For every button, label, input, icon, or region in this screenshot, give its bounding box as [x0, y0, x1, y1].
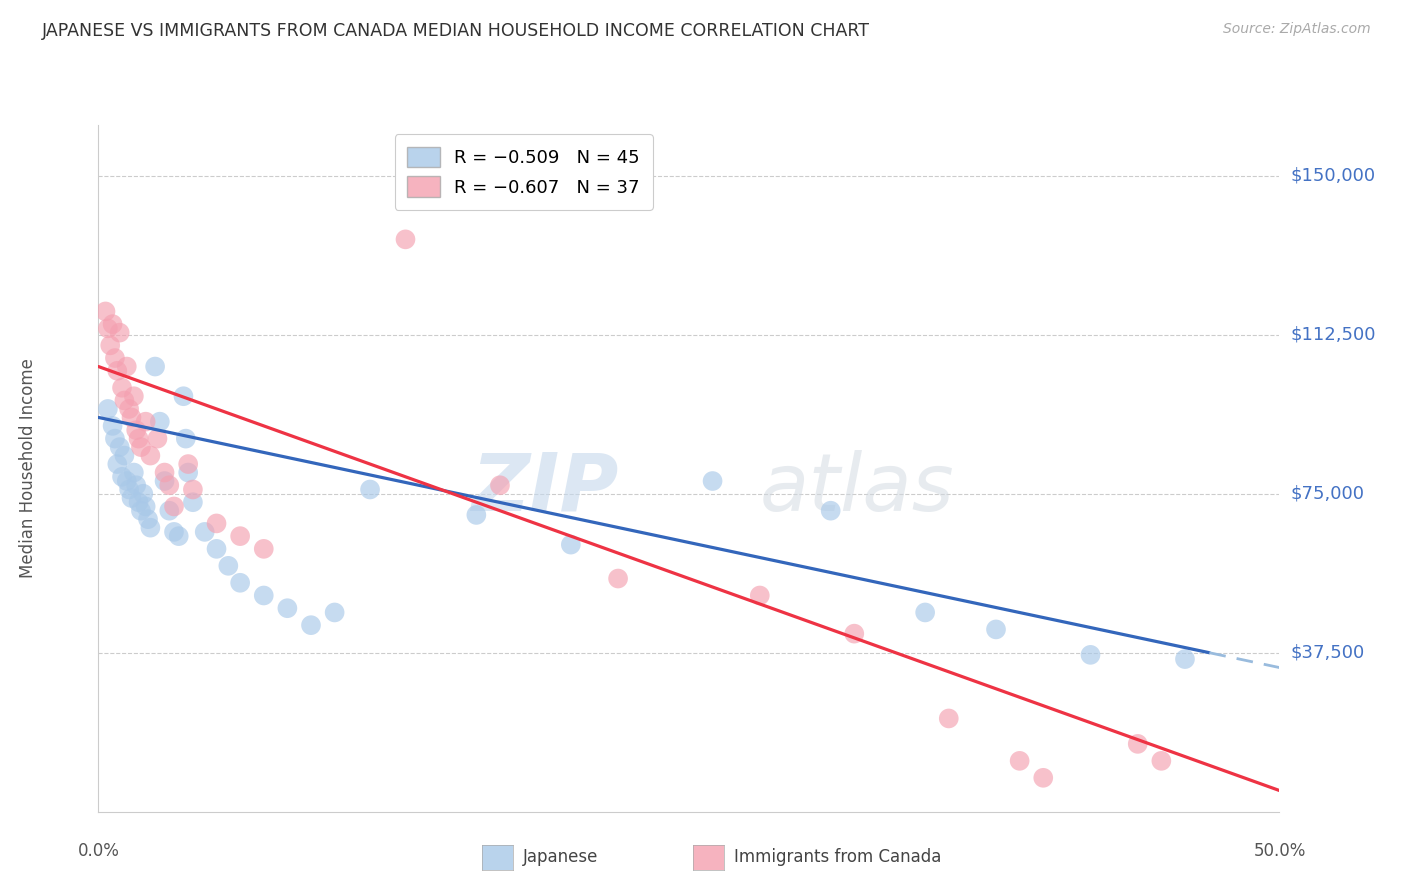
Point	[98, 338, 121, 352]
Point	[97, 401, 120, 416]
Point	[253, 589, 276, 603]
Point	[229, 529, 252, 543]
Legend: R = −0.509   N = 45, R = −0.607   N = 37: R = −0.509 N = 45, R = −0.607 N = 37	[395, 134, 652, 210]
Point	[299, 618, 322, 632]
Point	[118, 401, 141, 416]
Point	[914, 606, 936, 620]
Point	[146, 432, 169, 446]
Point	[181, 495, 204, 509]
Point	[112, 449, 135, 463]
Point	[1080, 648, 1102, 662]
Point	[205, 516, 228, 531]
Point	[1008, 754, 1031, 768]
Text: Japanese: Japanese	[523, 848, 599, 866]
Point	[217, 558, 239, 573]
Point	[163, 500, 186, 514]
Point	[139, 521, 162, 535]
Text: $37,500: $37,500	[1291, 644, 1365, 662]
Point	[101, 317, 124, 331]
Point	[163, 524, 186, 539]
Point	[153, 474, 176, 488]
Point	[128, 495, 150, 509]
Point	[938, 711, 960, 725]
Point	[465, 508, 488, 522]
Point	[153, 466, 176, 480]
Text: 0.0%: 0.0%	[77, 842, 120, 860]
Point	[172, 389, 194, 403]
Point	[129, 504, 152, 518]
Point	[111, 470, 134, 484]
Point	[129, 440, 152, 454]
Point	[143, 359, 166, 374]
Point	[104, 432, 127, 446]
Point	[135, 415, 157, 429]
Point	[122, 389, 145, 403]
Point	[104, 351, 127, 365]
Point	[702, 474, 724, 488]
Point	[139, 449, 162, 463]
Point	[607, 572, 630, 586]
Point	[253, 541, 276, 556]
Point	[167, 529, 190, 543]
Point	[111, 381, 134, 395]
Point	[844, 626, 866, 640]
Text: $75,000: $75,000	[1291, 484, 1365, 503]
Text: $150,000: $150,000	[1291, 167, 1375, 185]
Point	[125, 478, 148, 492]
Point	[177, 466, 200, 480]
Point	[122, 466, 145, 480]
Point	[157, 504, 180, 518]
Point	[118, 483, 141, 497]
Point	[1174, 652, 1197, 666]
Point	[177, 457, 200, 471]
Point	[276, 601, 298, 615]
Point	[121, 410, 143, 425]
Point	[748, 589, 770, 603]
Point	[394, 232, 416, 246]
Point	[121, 491, 143, 505]
Point	[136, 512, 159, 526]
Point	[489, 478, 512, 492]
Point	[128, 432, 150, 446]
Point	[205, 541, 228, 556]
Point	[229, 575, 252, 590]
Text: $112,500: $112,500	[1291, 326, 1376, 343]
Text: atlas: atlas	[759, 450, 955, 528]
Text: Source: ZipAtlas.com: Source: ZipAtlas.com	[1223, 22, 1371, 37]
Point	[115, 359, 138, 374]
Point	[97, 321, 120, 335]
Point	[1126, 737, 1149, 751]
Point	[105, 364, 128, 378]
Point	[157, 478, 180, 492]
Point	[108, 326, 131, 340]
Point	[194, 524, 217, 539]
Point	[984, 623, 1007, 637]
Text: Median Household Income: Median Household Income	[18, 359, 37, 578]
Point	[1032, 771, 1054, 785]
Point	[105, 457, 128, 471]
Point	[112, 393, 135, 408]
Point	[94, 304, 117, 318]
Text: JAPANESE VS IMMIGRANTS FROM CANADA MEDIAN HOUSEHOLD INCOME CORRELATION CHART: JAPANESE VS IMMIGRANTS FROM CANADA MEDIA…	[42, 22, 870, 40]
Point	[125, 423, 148, 437]
Point	[560, 538, 582, 552]
Text: ZIP: ZIP	[471, 450, 619, 528]
Text: Immigrants from Canada: Immigrants from Canada	[734, 848, 941, 866]
Point	[115, 474, 138, 488]
Point	[181, 483, 204, 497]
Point	[135, 500, 157, 514]
Point	[132, 487, 155, 501]
Point	[323, 606, 346, 620]
Text: 50.0%: 50.0%	[1253, 842, 1306, 860]
Point	[101, 418, 124, 433]
Point	[1150, 754, 1173, 768]
Point	[174, 432, 197, 446]
Point	[820, 504, 842, 518]
Point	[108, 440, 131, 454]
Point	[359, 483, 381, 497]
Point	[149, 415, 172, 429]
